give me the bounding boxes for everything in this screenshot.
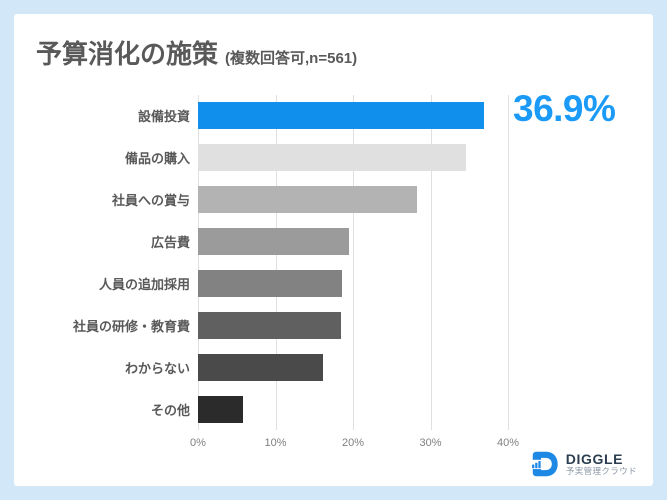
category-label: 設備投資 [137, 109, 190, 125]
bar-1 [198, 144, 467, 172]
x-tick-label: 40% [496, 437, 520, 449]
category-axis: 設備投資備品の購入社員への賞与広告費人員の追加採用社員の研修・教育費わからないそ… [28, 95, 190, 430]
gridline [508, 95, 509, 430]
x-tick-label: 10% [264, 437, 287, 449]
x-axis: 0% 10% 20% 30% 40% [190, 437, 519, 453]
x-tick-label: 30% [419, 437, 442, 449]
gridline [198, 95, 199, 430]
category-label: その他 [150, 402, 190, 418]
x-tick-label: 20% [341, 437, 365, 449]
chart-title: 予算消化の施策 [36, 39, 219, 69]
bar-0 [198, 102, 484, 130]
logo-tagline: 予実管理クラウド [565, 466, 637, 477]
bar-row [198, 95, 508, 137]
category-label: 備品の購入 [124, 151, 190, 167]
bar-6 [198, 353, 323, 381]
diggle-d-icon [530, 451, 558, 477]
bar-row [198, 346, 508, 388]
bar-3 [198, 228, 350, 256]
bar-row [198, 304, 508, 346]
highlight-value-label: 36.9% [513, 88, 616, 129]
category-label: 社員への賞与 [111, 193, 190, 209]
bar-row [198, 137, 508, 179]
logo-brand: DIGGLE [565, 451, 624, 468]
bar-row [198, 221, 508, 263]
gridline [275, 95, 277, 430]
bar-7 [198, 395, 243, 423]
bar-5 [198, 311, 341, 339]
chart-card: 予算消化の施策 (複数回答可,n=561) 設備投資備品の購入社員への賞与広告費… [14, 14, 653, 486]
plot-area [198, 95, 509, 430]
bar-row [198, 179, 508, 221]
chart-subtitle: (複数回答可,n=561) [225, 50, 358, 67]
category-label: 広告費 [150, 235, 190, 251]
x-tick-label: 0% [190, 437, 206, 449]
logo-text: DIGGLE 予実管理クラウド [566, 451, 637, 477]
gridline [353, 95, 354, 430]
bar-4 [198, 269, 343, 297]
diggle-logo: DIGGLE 予実管理クラウド [530, 450, 637, 478]
category-label: 人員の追加採用 [98, 276, 190, 292]
bar-2 [198, 186, 418, 214]
category-label: わからない [124, 360, 190, 376]
gridline [430, 95, 432, 430]
bar-row [198, 263, 508, 305]
bar-row [198, 388, 508, 430]
category-label: 社員の研修・教育費 [72, 318, 190, 334]
page-title: 予算消化の施策 (複数回答可,n=561) [36, 34, 357, 71]
bar-series [198, 95, 508, 430]
